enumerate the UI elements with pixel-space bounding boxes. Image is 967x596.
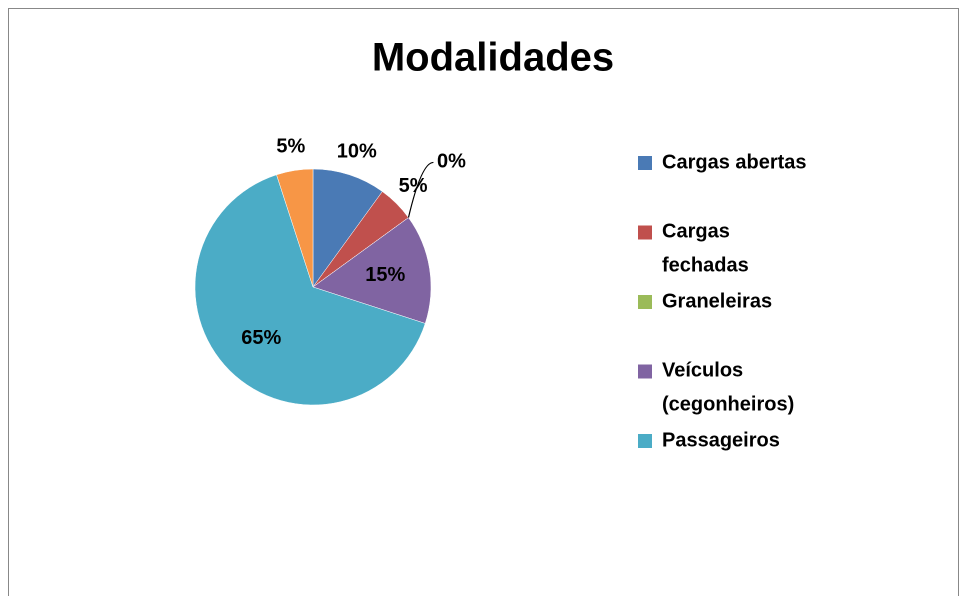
legend-label: Cargas fechadas bbox=[662, 221, 749, 277]
legend-label: Cargas abertas bbox=[662, 151, 807, 173]
data-label: 0% bbox=[437, 151, 466, 173]
data-label: 10% bbox=[337, 141, 377, 163]
legend-swatch bbox=[638, 434, 652, 448]
pie-slice bbox=[312, 217, 432, 324]
pie-slice bbox=[276, 168, 314, 288]
legend-swatch bbox=[638, 364, 652, 379]
legend-swatch bbox=[638, 225, 652, 240]
chart-title: Modalidades bbox=[372, 36, 614, 80]
legend-swatch bbox=[638, 295, 652, 309]
legend-label: Graneleiras bbox=[662, 290, 772, 312]
data-label: 65% bbox=[241, 327, 281, 349]
pie-slice bbox=[312, 168, 383, 288]
legend-label: Veículos (cegonheiros) bbox=[662, 360, 794, 416]
chart-frame bbox=[8, 8, 959, 596]
data-label: 5% bbox=[399, 175, 428, 197]
legend-label: Passageiros bbox=[662, 429, 780, 451]
leader-line bbox=[407, 161, 434, 218]
legend-swatch bbox=[638, 156, 652, 170]
data-label: 5% bbox=[276, 135, 305, 157]
data-label: 15% bbox=[365, 264, 405, 286]
pie-slice bbox=[194, 174, 426, 406]
